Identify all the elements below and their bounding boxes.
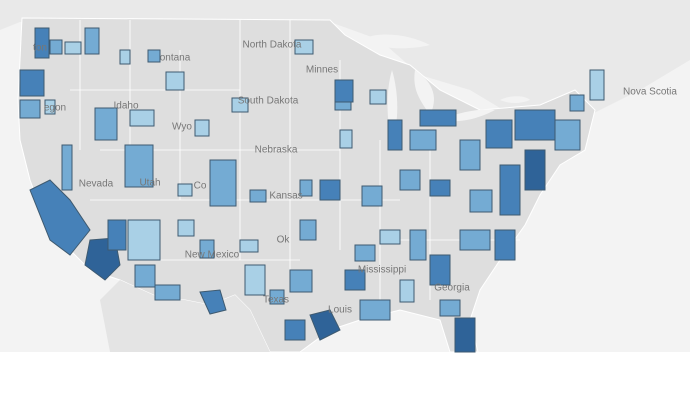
state-labels: ton ontana North Dakota Minnes South Dakota e… [33,40,677,316]
mexico [100,280,270,352]
state-label: Nova Scotia [623,87,677,98]
state-label: Idaho [113,101,138,112]
state-label: egon [44,103,66,114]
state-label: South Dakota [238,96,299,107]
state-label: Wyo [172,122,192,133]
state-label: New Mexico [185,250,240,261]
state-label: Georgia [434,283,470,294]
state-label: Nevada [79,179,114,190]
state-label: Mississippi [358,265,406,276]
state-label: Kansas [269,191,302,202]
state-label: Ok [277,235,291,246]
state-label: Nebraska [255,145,298,156]
state-label: Utah [139,178,160,189]
state-label: Louis [328,305,352,316]
state-label: Co [194,181,207,192]
state-label: ontana [160,53,191,64]
state-label: North Dakota [243,40,302,51]
state-label: Minnes [306,65,338,76]
state-label: ton [33,43,47,54]
state-label: Texas [263,295,289,306]
counties [19,27,605,353]
